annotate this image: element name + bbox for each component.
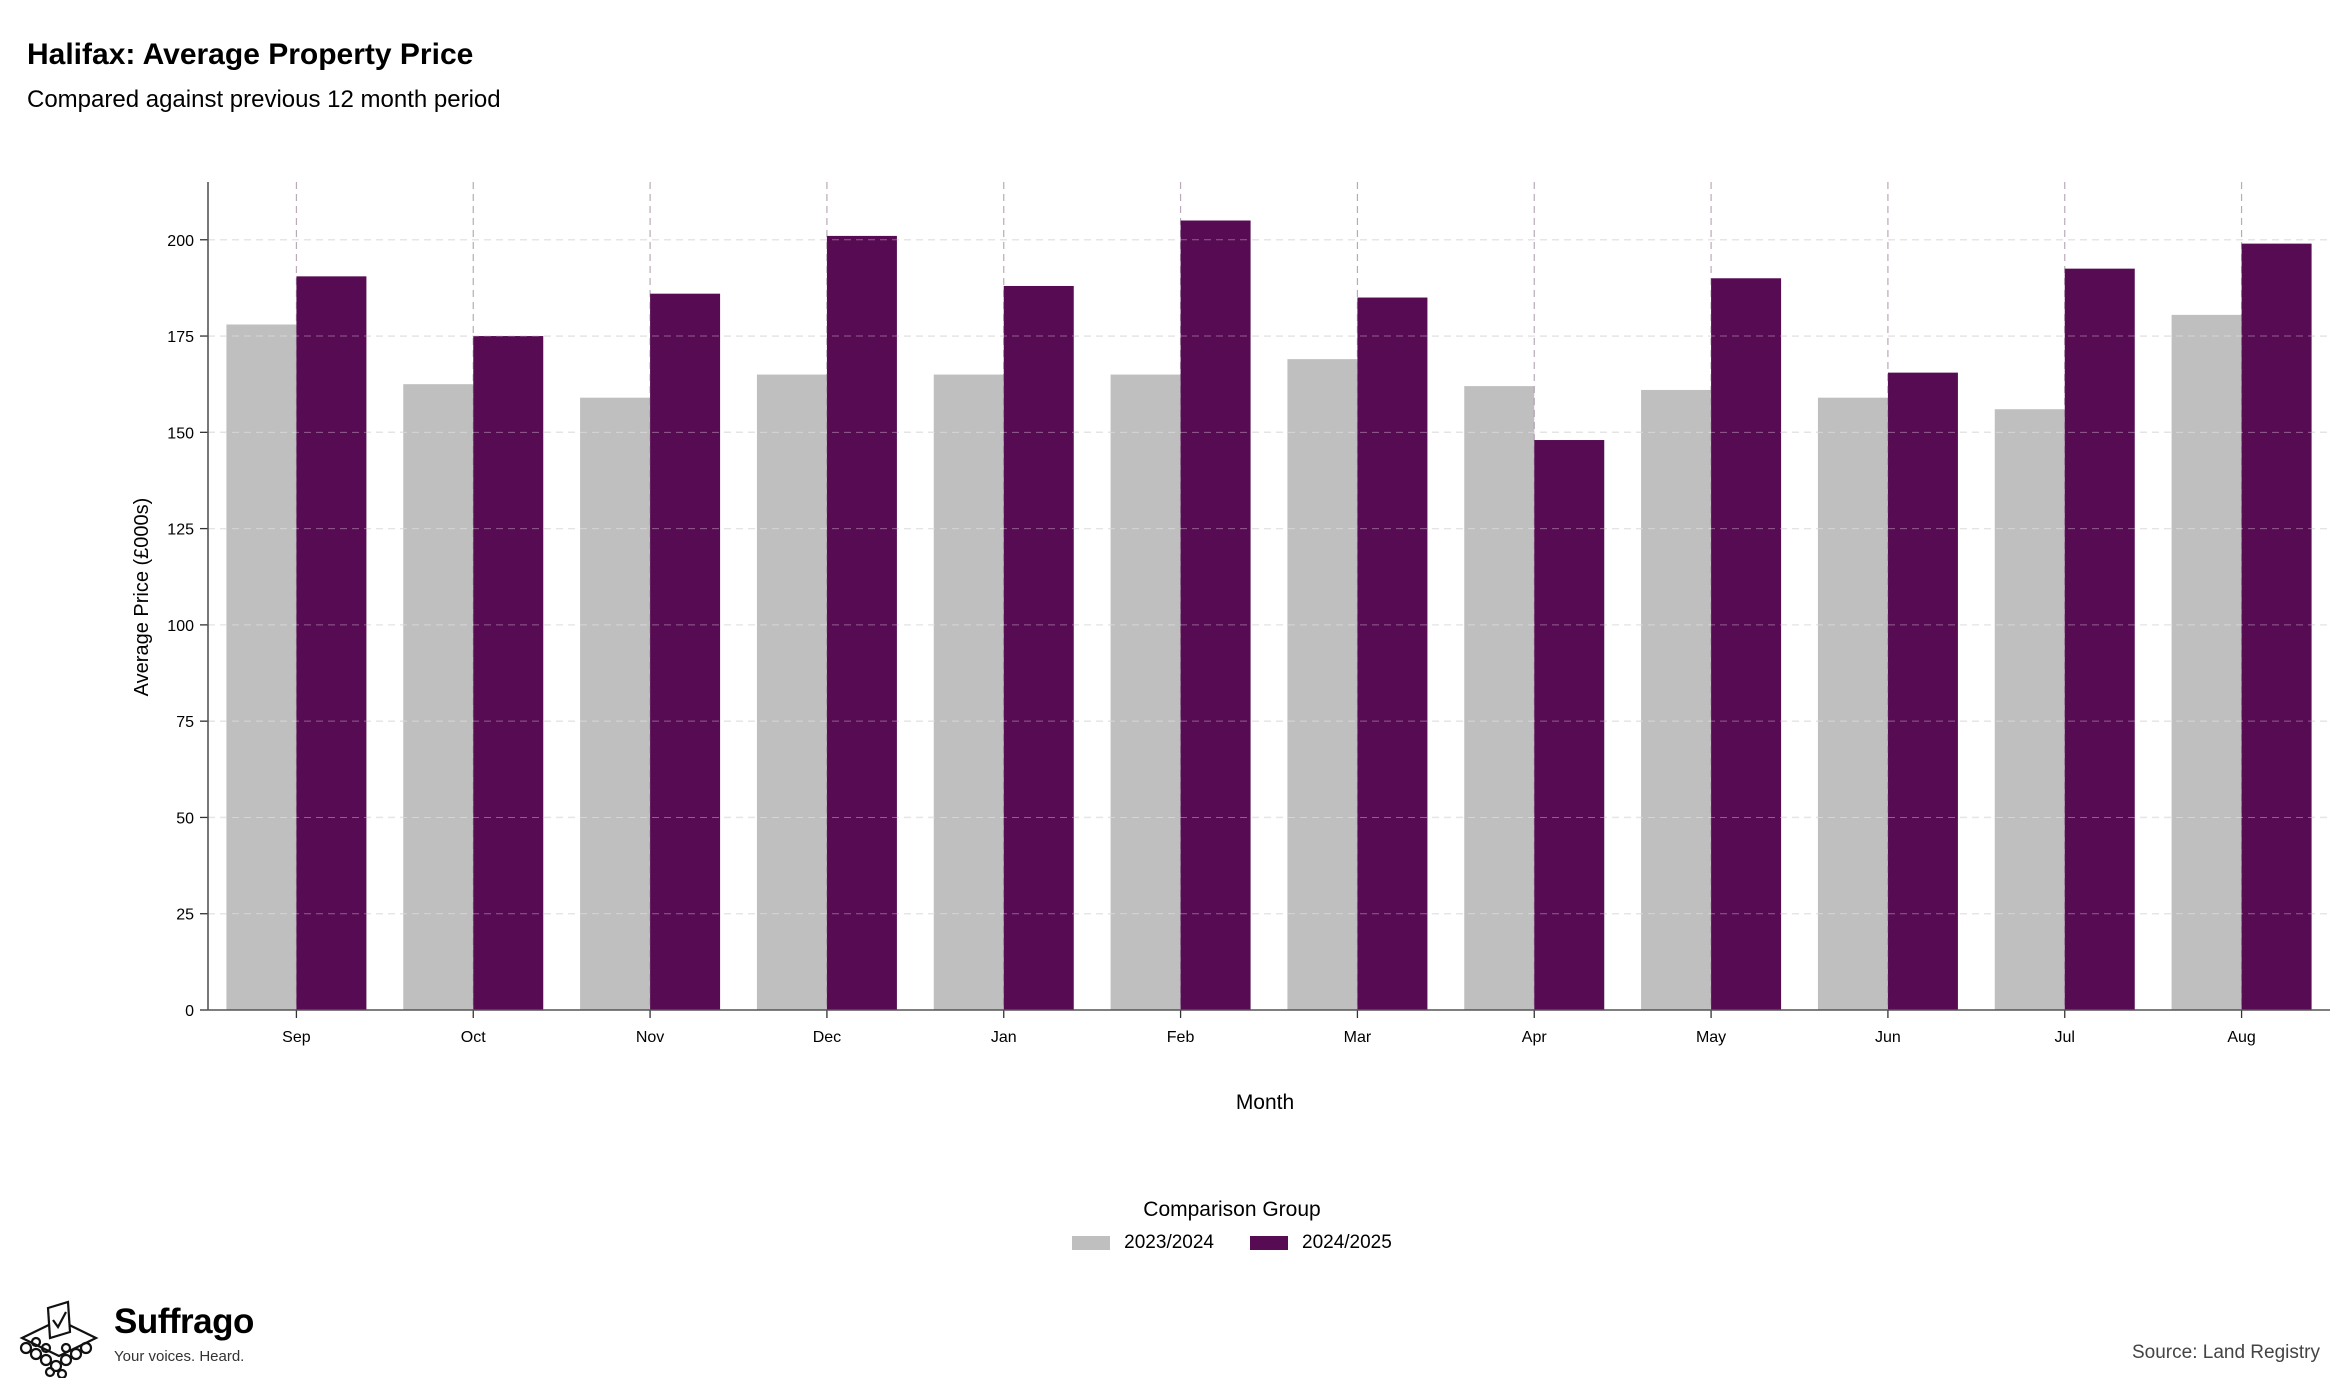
x-tick-label: Feb <box>1167 1029 1195 1046</box>
legend-swatch <box>1250 1236 1288 1250</box>
bar-2024-2025-mar <box>1357 297 1428 1010</box>
y-tick-label: 200 <box>167 233 194 250</box>
y-tick-label: 0 <box>185 1003 194 1020</box>
x-axis-label: Month <box>1236 1091 1294 1114</box>
x-tick-label: Oct <box>461 1029 486 1046</box>
x-tick-label: May <box>1696 1029 1726 1046</box>
chart-subtitle: Compared against previous 12 month perio… <box>27 86 501 113</box>
bar-2023-2024-jan <box>933 374 1004 1011</box>
legend-label: 2023/2024 <box>1124 1232 1214 1253</box>
bar-2024-2025-feb <box>1180 220 1251 1011</box>
bar-2023-2024-dec <box>756 374 827 1011</box>
bar-2023-2024-jun <box>1817 397 1888 1010</box>
bar-2024-2025-sep <box>296 276 367 1010</box>
bar-2024-2025-may <box>1711 278 1782 1011</box>
bar-2023-2024-nov <box>580 397 651 1010</box>
legend-item-2023-2024: 2023/2024 <box>1072 1232 1214 1254</box>
bar-2023-2024-aug <box>2171 314 2242 1010</box>
x-tick-label: Mar <box>1344 1029 1372 1046</box>
x-tick-label: Apr <box>1522 1029 1548 1046</box>
ballot-box-icon <box>19 1300 99 1378</box>
bar-2023-2024-jul <box>1994 409 2065 1010</box>
y-tick-label: 100 <box>167 618 194 635</box>
bar-2024-2025-aug <box>2241 243 2312 1011</box>
bar-2023-2024-mar <box>1287 359 1358 1010</box>
chart-title: Halifax: Average Property Price <box>27 38 474 71</box>
bar-2023-2024-feb <box>1110 374 1181 1011</box>
y-tick-label: 75 <box>176 714 194 731</box>
bar-2023-2024-oct <box>403 384 474 1010</box>
bar-2024-2025-dec <box>826 235 897 1011</box>
brand-tagline: Your voices. Heard. <box>114 1348 245 1365</box>
y-tick-label: 125 <box>167 522 194 539</box>
y-axis-label: Average Price (£000s) <box>131 498 153 697</box>
legend-label: 2024/2025 <box>1302 1232 1392 1253</box>
x-tick-label: Jul <box>2055 1029 2075 1046</box>
legend-item-2024-2025: 2024/2025 <box>1250 1232 1392 1254</box>
bar-2024-2025-nov <box>650 293 721 1010</box>
y-tick-label: 25 <box>176 907 194 924</box>
y-tick-label: 150 <box>167 425 194 442</box>
bar-2023-2024-may <box>1641 389 1712 1011</box>
bar-2023-2024-apr <box>1464 386 1535 1010</box>
brand-name: Suffrago <box>114 1302 254 1341</box>
bars <box>208 182 2330 1011</box>
source-note: Source: Land Registry <box>2132 1342 2320 1363</box>
bar-2024-2025-apr <box>1534 440 1605 1010</box>
legend-swatch <box>1072 1236 1111 1250</box>
x-tick-label: Aug <box>2227 1029 2255 1046</box>
x-tick-label: Sep <box>282 1029 311 1046</box>
bar-2024-2025-jan <box>1003 285 1074 1010</box>
bar-2024-2025-oct <box>473 336 544 1010</box>
legend-title: Comparison Group <box>1143 1198 1321 1221</box>
axes: 0 25 50 75 100 125 150 175 200 Sep Oct Nov Dec Jan Feb… <box>167 182 2330 1046</box>
bar-2024-2025-jun <box>1887 372 1958 1010</box>
y-tick-label: 175 <box>167 329 194 346</box>
bar-2024-2025-jul <box>2064 268 2135 1011</box>
x-tick-label: Nov <box>636 1029 664 1046</box>
x-tick-label: Dec <box>813 1029 841 1046</box>
y-tick-label: 50 <box>176 810 194 827</box>
x-tick-label: Jun <box>1875 1029 1901 1046</box>
legend: Comparison Group 2023/2024 2024/2025 <box>0 1198 2334 1254</box>
x-tick-label: Jan <box>991 1029 1017 1046</box>
bar-2023-2024-sep <box>226 324 297 1010</box>
brand-logo: Suffrago Your voices. Heard. <box>14 1296 254 1378</box>
